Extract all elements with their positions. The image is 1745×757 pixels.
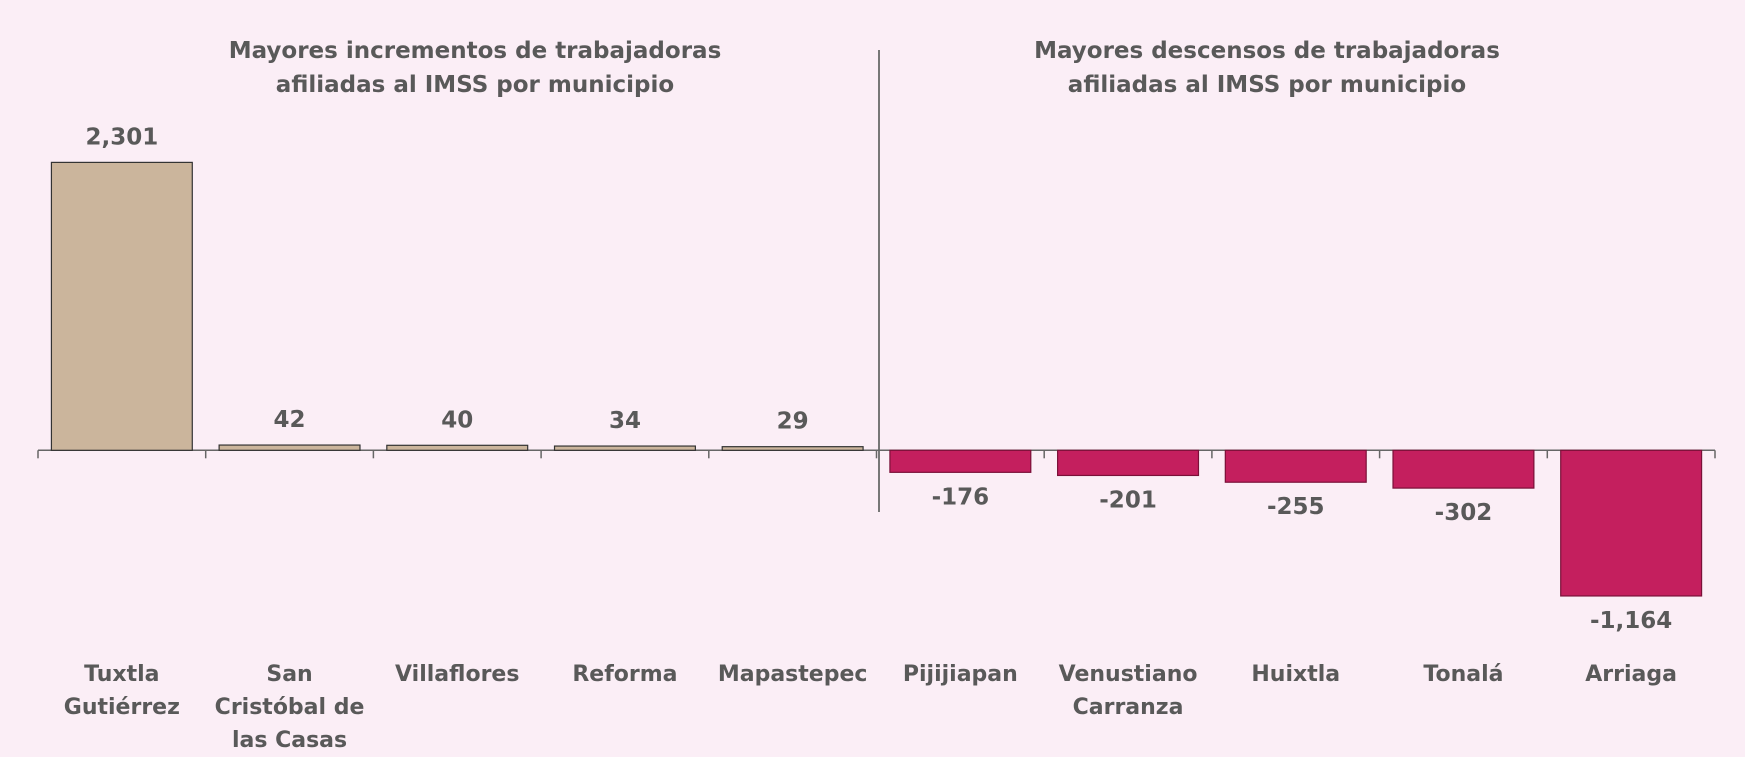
bar <box>1560 449 1703 597</box>
x-tick-label: San Cristóbal de las Casas <box>214 662 365 753</box>
x-tick-label: Venustiano Carranza <box>1058 662 1198 720</box>
x-tick-label: Tonalá <box>1423 662 1504 687</box>
value-label: -176 <box>932 484 990 510</box>
chart-title: Mayores descensos de trabajadoras afilia… <box>1034 38 1500 98</box>
bar <box>218 444 361 451</box>
x-tick-label: Mapastepec <box>717 662 868 687</box>
x-tick-label: Tuxtla Gutiérrez <box>63 662 180 720</box>
bar <box>889 449 1032 473</box>
value-label: -302 <box>1435 500 1493 526</box>
value-label: 34 <box>609 408 641 434</box>
bar <box>1057 449 1200 477</box>
x-tick-label: Pijijiapan <box>902 662 1018 687</box>
bar <box>1392 449 1535 489</box>
bar <box>50 161 193 451</box>
value-label: -255 <box>1267 494 1325 520</box>
x-tick-label: Villaflores <box>395 662 520 687</box>
value-label: 40 <box>441 407 473 433</box>
x-tick-label: Arriaga <box>1585 662 1677 687</box>
value-label: 29 <box>777 409 809 435</box>
bar <box>721 446 864 451</box>
x-tick-label: Huixtla <box>1251 662 1341 687</box>
bar <box>1224 449 1367 483</box>
value-label: -1,164 <box>1590 608 1672 634</box>
value-label: 42 <box>274 407 306 433</box>
value-label: -201 <box>1099 487 1157 513</box>
bar <box>386 444 529 451</box>
value-label: 2,301 <box>85 124 158 150</box>
bar <box>553 445 696 451</box>
x-tick-label: Reforma <box>572 662 678 687</box>
chart-title: Mayores incrementos de trabajadoras afil… <box>228 38 722 98</box>
